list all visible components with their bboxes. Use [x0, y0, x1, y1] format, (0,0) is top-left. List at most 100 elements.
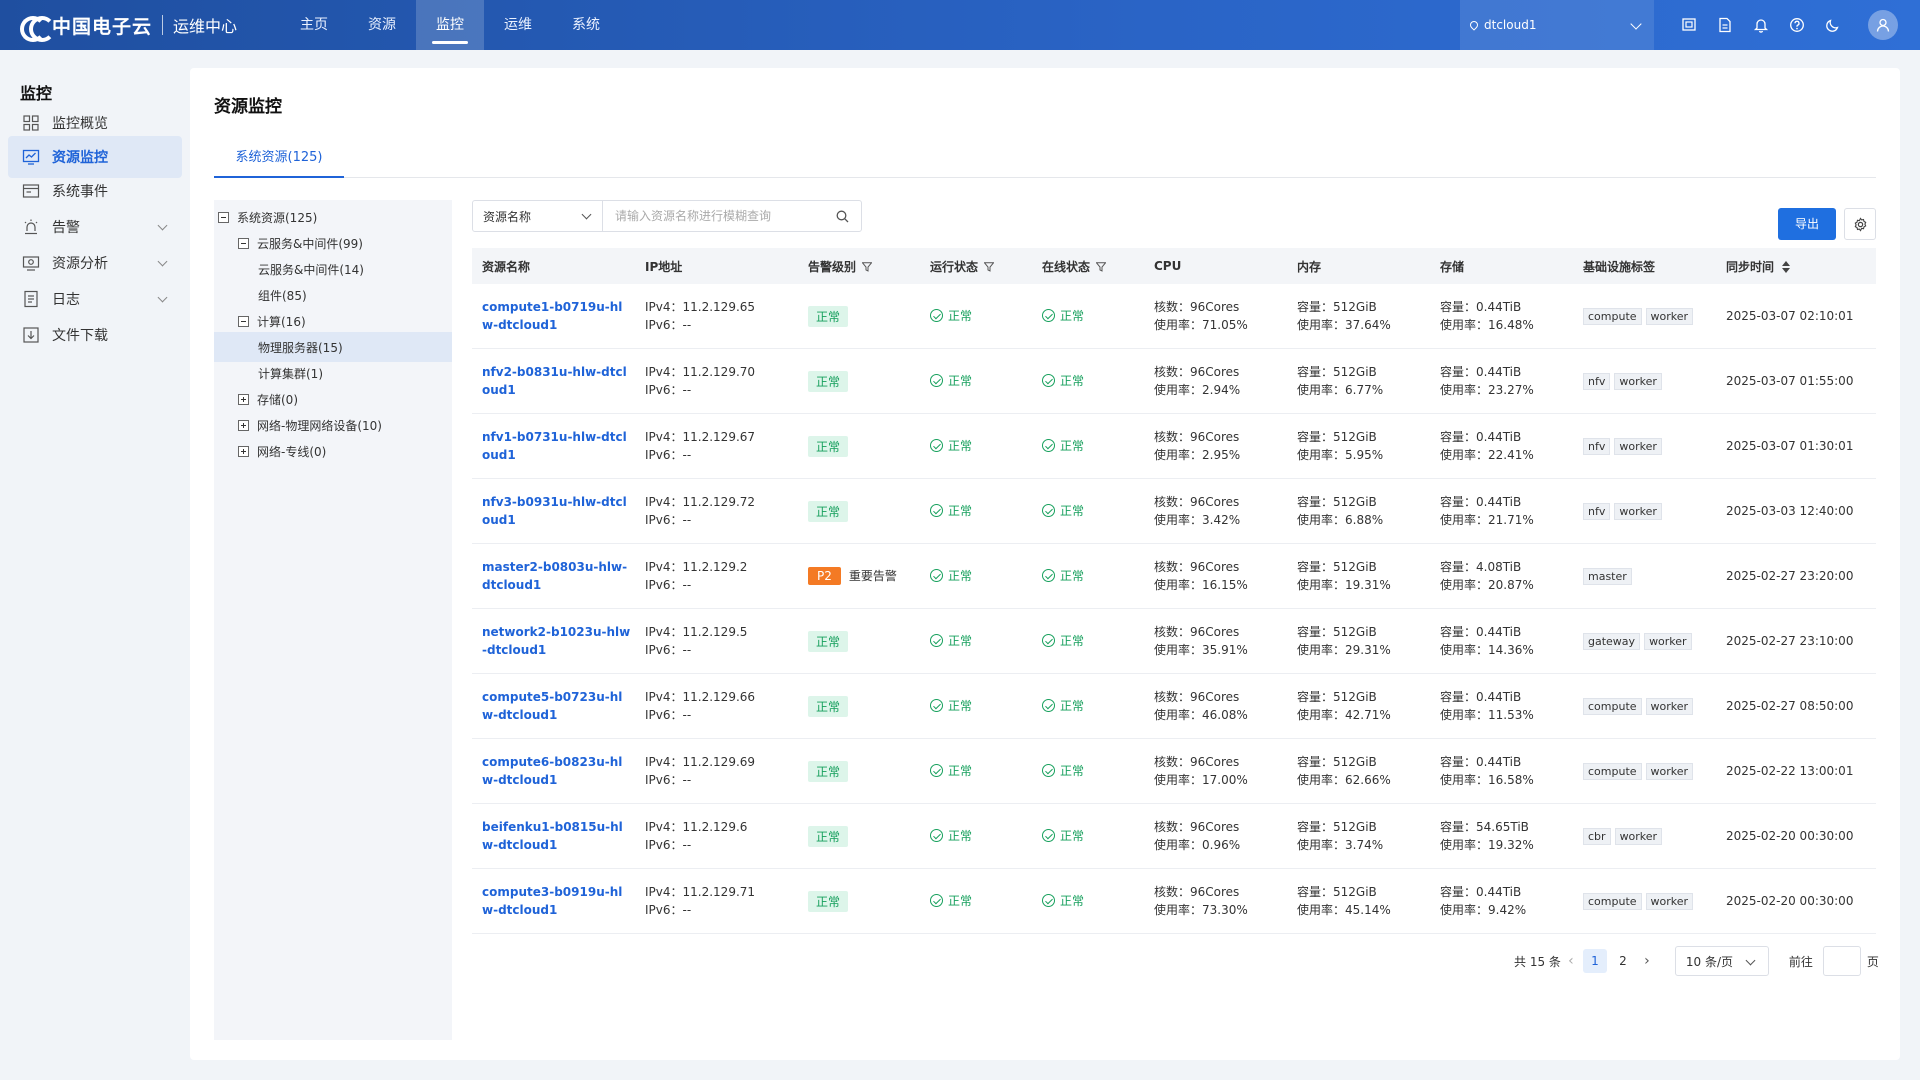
table-row[interactable]: compute6-b0823u-hlw-dtcloud1 IPv4：11.2.12… — [472, 739, 1876, 804]
nav-home[interactable]: 主页 — [300, 17, 328, 33]
sidebar-item-file-download[interactable]: 文件下载 — [8, 314, 182, 356]
page-size-select[interactable]: 10 条/页 — [1674, 946, 1769, 976]
table-row[interactable]: compute1-b0719u-hlw-dtcloud1 IPv4：11.2.12… — [472, 284, 1876, 349]
column-settings-button[interactable] — [1844, 208, 1876, 240]
search-input[interactable] — [603, 202, 823, 230]
nav-system[interactable]: 系统 — [572, 17, 600, 33]
cpu-usage: 使用率：16.15% — [1154, 578, 1248, 592]
storage-capacity: 容量：0.44TiB — [1440, 430, 1522, 444]
tree-node[interactable]: 计算集群(1) — [214, 358, 452, 388]
tree-node-selected[interactable]: 物理服务器(15) — [214, 332, 452, 362]
tree-node[interactable]: 存储(0) — [214, 384, 452, 414]
ipv6-text: IPv6：-- — [645, 513, 692, 527]
collapse-icon[interactable] — [218, 211, 229, 223]
run-status: 正常 — [930, 697, 972, 714]
filter-icon[interactable] — [1096, 262, 1107, 272]
tree-node-label: 系统资源(125) — [237, 210, 318, 225]
document-icon[interactable] — [1716, 16, 1734, 34]
sidebar-item-system-events[interactable]: 系统事件 — [8, 170, 182, 212]
tree-node[interactable]: 云服务&中间件(99) — [214, 228, 452, 258]
search-field-select[interactable]: 资源名称 — [473, 201, 603, 231]
ipv6-text: IPv6：-- — [645, 383, 692, 397]
export-button[interactable]: 导出 — [1778, 208, 1836, 240]
logo[interactable]: 中国电子云 运维中心 — [0, 0, 250, 50]
collapse-icon[interactable] — [238, 315, 249, 327]
table-row[interactable]: compute5-b0723u-hlw-dtcloud1 IPv4：11.2.12… — [472, 674, 1876, 739]
resource-name-link[interactable]: compute6-b0823u-hlw-dtcloud1 — [482, 755, 623, 787]
resource-name-link[interactable]: compute1-b0719u-hlw-dtcloud1 — [482, 300, 623, 332]
resource-name-link[interactable]: network2-b1023u-hlw-dtcloud1 — [482, 625, 631, 657]
run-status: 正常 — [930, 437, 972, 454]
moon-icon[interactable] — [1824, 16, 1842, 34]
infra-tag: compute — [1583, 307, 1642, 325]
logo-divider — [162, 15, 164, 35]
resource-name-link[interactable]: nfv2-b0831u-hlw-dtcloud1 — [482, 365, 627, 397]
sync-time: 2025-02-20 00:30:00 — [1726, 894, 1854, 908]
alarm-badge-normal: 正常 — [808, 305, 849, 327]
expand-icon[interactable] — [238, 445, 249, 457]
screen-icon[interactable] — [1680, 16, 1698, 34]
help-icon[interactable] — [1788, 16, 1806, 34]
run-status: 正常 — [930, 567, 972, 584]
next-page-icon[interactable]: › — [1644, 953, 1650, 969]
resource-name-link[interactable]: compute5-b0723u-hlw-dtcloud1 — [482, 690, 623, 722]
table-row[interactable]: nfv2-b0831u-hlw-dtcloud1 IPv4：11.2.129.70… — [472, 349, 1876, 414]
sidebar-item-resource-monitor[interactable]: 资源监控 — [8, 136, 182, 178]
tenant-selector[interactable]: dtcloud1 — [1460, 0, 1654, 50]
table-row[interactable]: compute3-b0919u-hlw-dtcloud1 IPv4：11.2.12… — [472, 869, 1876, 934]
resource-name-link[interactable]: compute3-b0919u-hlw-dtcloud1 — [482, 885, 623, 917]
mem-usage: 使用率：45.14% — [1297, 903, 1391, 917]
table-row[interactable]: network2-b1023u-hlw-dtcloud1 IPv4：11.2.12… — [472, 609, 1876, 674]
resource-name-link[interactable]: beifenku1-b0815u-hlw-dtcloud1 — [482, 820, 623, 852]
tree-node[interactable]: 网络-物理网络设备(10) — [214, 410, 452, 440]
expand-icon[interactable] — [238, 393, 249, 405]
tree-node[interactable]: 计算(16) — [214, 306, 452, 336]
mem-usage: 使用率：42.71% — [1297, 708, 1391, 722]
top-icon-group — [1680, 0, 1860, 50]
goto-page-input[interactable] — [1822, 946, 1861, 976]
mem-usage: 使用率：19.31% — [1297, 578, 1391, 592]
tab-system-resources[interactable]: 系统资源(125) — [214, 140, 344, 178]
tree-node[interactable]: 网络-专线(0) — [214, 436, 452, 466]
nav-ops[interactable]: 运维 — [504, 17, 532, 33]
mem-usage: 使用率：3.74% — [1297, 838, 1384, 852]
table-row[interactable]: nfv1-b0731u-hlw-dtcloud1 IPv4：11.2.129.67… — [472, 414, 1876, 479]
sort-icon[interactable] — [1782, 261, 1791, 273]
page-number[interactable]: 1 — [1582, 949, 1607, 973]
search-icon[interactable] — [836, 210, 849, 223]
sidebar-item-monitor-overview[interactable]: 监控概览 — [8, 102, 182, 144]
tree-node-label: 网络-物理网络设备(10) — [257, 418, 382, 433]
nav-resource[interactable]: 资源 — [368, 17, 396, 33]
collapse-icon[interactable] — [238, 237, 249, 249]
resource-name-link[interactable]: nfv1-b0731u-hlw-dtcloud1 — [482, 430, 627, 462]
bell-icon[interactable] — [1752, 16, 1770, 34]
table-row[interactable]: beifenku1-b0815u-hlw-dtcloud1 IPv4：11.2.1… — [472, 804, 1876, 869]
col-sync-time[interactable]: 同步时间 — [1716, 258, 1876, 275]
sidebar-item-log[interactable]: 日志 — [8, 278, 182, 320]
nav-monitor[interactable]: 监控 — [416, 0, 484, 50]
sidebar-item-resource-analysis[interactable]: 资源分析 — [8, 242, 182, 284]
expand-icon[interactable] — [238, 419, 249, 431]
filter-icon[interactable] — [984, 262, 995, 272]
table-row[interactable]: master2-b0803u-hlw-dtcloud1 IPv4：11.2.129… — [472, 544, 1876, 609]
cpu-cores: 核数：96Cores — [1154, 820, 1240, 834]
tree-node[interactable]: 组件(85) — [214, 280, 452, 310]
mem-capacity: 容量：512GiB — [1297, 690, 1377, 704]
sync-time: 2025-02-22 13:00:01 — [1726, 764, 1854, 778]
sidebar-item-alarm[interactable]: 告警 — [8, 206, 182, 248]
prev-page-icon[interactable]: ‹ — [1568, 953, 1574, 969]
table-row[interactable]: nfv3-b0931u-hlw-dtcloud1 IPv4：11.2.129.72… — [472, 479, 1876, 544]
tree-node[interactable]: 系统资源(125) — [214, 202, 452, 232]
chevron-down-icon — [1630, 18, 1642, 30]
cpu-usage: 使用率：71.05% — [1154, 318, 1248, 332]
resource-name-link[interactable]: master2-b0803u-hlw-dtcloud1 — [482, 560, 628, 592]
page-number[interactable]: 2 — [1619, 954, 1627, 968]
resource-name-link[interactable]: nfv3-b0931u-hlw-dtcloud1 — [482, 495, 627, 527]
filter-icon[interactable] — [862, 262, 873, 272]
tree-node[interactable]: 云服务&中间件(14) — [214, 254, 452, 284]
alarm-lamp-icon — [22, 218, 40, 236]
online-status: 正常 — [1042, 697, 1084, 714]
check-circle-icon — [930, 374, 943, 387]
ipv6-text: IPv6：-- — [645, 773, 692, 787]
user-avatar[interactable] — [1868, 10, 1898, 40]
